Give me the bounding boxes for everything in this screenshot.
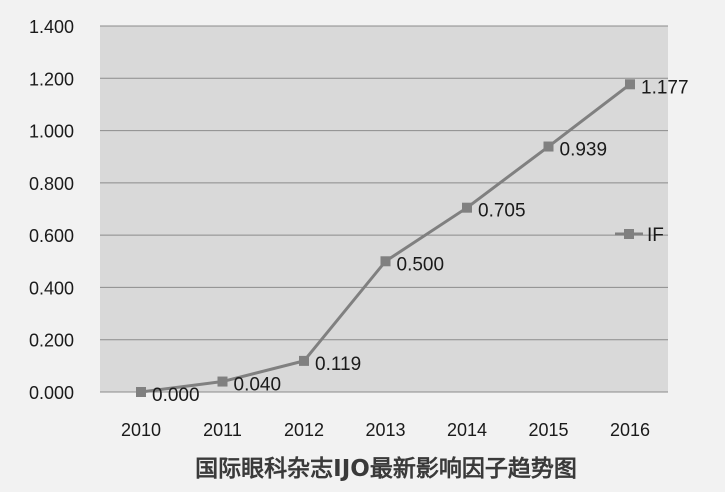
plot-area [100, 26, 668, 392]
data-label: 1.177 [641, 77, 689, 98]
x-axis-ticks: 2010 2011 2012 2013 2014 2015 2016 [121, 420, 650, 440]
chart-title: 国际眼科杂志IJO最新影响因子趋势图 [195, 455, 577, 482]
x-tick-label: 2010 [121, 420, 161, 440]
data-label: 0.705 [478, 201, 526, 222]
data-point-marker [299, 355, 309, 366]
data-label: 0.500 [397, 254, 445, 275]
legend-label-if: IF [647, 225, 664, 246]
y-tick-label: 0.000 [29, 383, 74, 403]
data-labels: 0.000 0.040 0.119 0.500 0.705 0.939 1.177 [152, 77, 689, 406]
data-label: 0.040 [234, 375, 282, 396]
y-tick-label: 1.400 [29, 17, 74, 37]
data-point-marker [543, 141, 554, 152]
data-label: 0.119 [315, 354, 361, 375]
data-point-marker [462, 202, 472, 213]
legend: IF [615, 225, 664, 246]
data-point-marker [136, 387, 146, 397]
data-label: 0.000 [152, 385, 200, 406]
y-axis-ticks: 0.000 0.200 0.400 0.600 0.800 1.000 1.200 1.400 [29, 17, 74, 403]
y-tick-label: 1.000 [29, 122, 74, 142]
data-point-marker [380, 256, 391, 267]
x-tick-label: 2013 [365, 420, 405, 440]
x-tick-label: 2016 [610, 420, 650, 440]
x-tick-label: 2012 [284, 420, 324, 440]
series-markers [136, 79, 635, 397]
x-tick-label: 2014 [447, 420, 487, 440]
gridlines [100, 25, 668, 393]
y-tick-label: 1.200 [29, 69, 74, 89]
data-label: 0.939 [560, 140, 608, 161]
y-tick-label: 0.600 [29, 226, 74, 246]
data-point-marker [625, 79, 635, 90]
data-point-marker [217, 376, 228, 387]
x-tick-label: 2011 [203, 420, 242, 440]
y-tick-label: 0.800 [29, 174, 74, 194]
x-tick-label: 2015 [528, 420, 568, 440]
y-tick-label: 0.400 [29, 278, 74, 298]
legend-marker-swatch [624, 229, 634, 239]
y-tick-label: 0.200 [29, 331, 74, 351]
